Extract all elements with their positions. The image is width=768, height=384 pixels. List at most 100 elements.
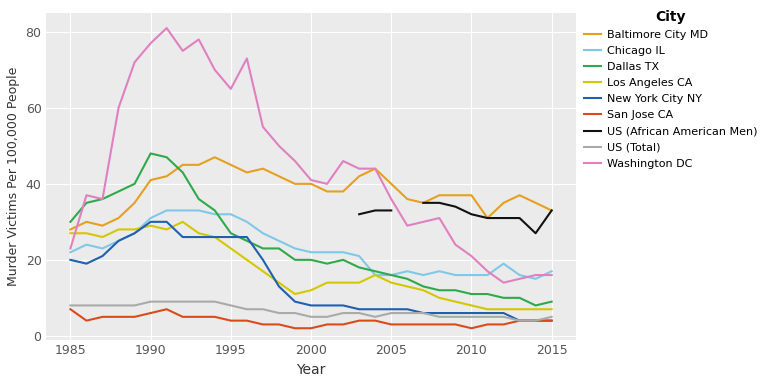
Washington DC [371, 166, 380, 171]
Washington DC [82, 193, 91, 197]
Washington DC [547, 273, 556, 277]
Washington DC [66, 246, 75, 251]
Los Angeles CA [355, 280, 364, 285]
Los Angeles CA [274, 280, 283, 285]
Los Angeles CA [467, 303, 476, 308]
Baltimore City MD [419, 200, 428, 205]
US (Total) [274, 311, 283, 315]
Los Angeles CA [419, 288, 428, 293]
Los Angeles CA [227, 246, 236, 251]
Chicago IL [371, 273, 380, 277]
Chicago IL [178, 208, 187, 213]
New York City NY [242, 235, 251, 239]
San Jose CA [435, 322, 444, 327]
Line: Los Angeles CA: Los Angeles CA [71, 222, 551, 309]
Los Angeles CA [435, 296, 444, 300]
US (Total) [435, 314, 444, 319]
Baltimore City MD [242, 170, 251, 175]
Dallas TX [130, 182, 139, 186]
Dallas TX [483, 292, 492, 296]
US (Total) [178, 300, 187, 304]
Dallas TX [499, 296, 508, 300]
Dallas TX [515, 296, 525, 300]
Dallas TX [371, 269, 380, 273]
US (Total) [66, 303, 75, 308]
Dallas TX [242, 238, 251, 243]
Los Angeles CA [499, 307, 508, 311]
US (Total) [162, 300, 171, 304]
San Jose CA [547, 318, 556, 323]
Washington DC [435, 216, 444, 220]
Chicago IL [306, 250, 316, 255]
US (Total) [227, 303, 236, 308]
Chicago IL [114, 238, 123, 243]
Dallas TX [82, 200, 91, 205]
US (Total) [258, 307, 267, 311]
Dallas TX [419, 284, 428, 289]
Los Angeles CA [547, 307, 556, 311]
Washington DC [146, 41, 155, 46]
Los Angeles CA [130, 227, 139, 232]
Dallas TX [339, 258, 348, 262]
New York City NY [483, 311, 492, 315]
Dallas TX [386, 273, 396, 277]
San Jose CA [210, 314, 220, 319]
Dallas TX [162, 155, 171, 160]
New York City NY [82, 262, 91, 266]
Los Angeles CA [515, 307, 525, 311]
Los Angeles CA [386, 280, 396, 285]
Washington DC [499, 280, 508, 285]
Baltimore City MD [130, 200, 139, 205]
US (Total) [146, 300, 155, 304]
US (Total) [130, 303, 139, 308]
San Jose CA [467, 326, 476, 331]
Washington DC [130, 60, 139, 65]
Washington DC [323, 182, 332, 186]
US (Total) [419, 311, 428, 315]
New York City NY [515, 318, 525, 323]
Dallas TX [227, 231, 236, 235]
Washington DC [467, 254, 476, 258]
Los Angeles CA [290, 292, 300, 296]
Baltimore City MD [178, 162, 187, 167]
Baltimore City MD [114, 216, 123, 220]
Chicago IL [402, 269, 412, 273]
San Jose CA [531, 318, 540, 323]
US (Total) [242, 307, 251, 311]
New York City NY [258, 258, 267, 262]
Baltimore City MD [98, 223, 107, 228]
Chicago IL [419, 273, 428, 277]
US (Total) [483, 314, 492, 319]
Los Angeles CA [178, 220, 187, 224]
US (Total) [371, 314, 380, 319]
New York City NY [371, 307, 380, 311]
Dallas TX [435, 288, 444, 293]
Washington DC [451, 242, 460, 247]
Chicago IL [242, 220, 251, 224]
Los Angeles CA [483, 307, 492, 311]
San Jose CA [146, 311, 155, 315]
Washington DC [386, 197, 396, 201]
San Jose CA [419, 322, 428, 327]
Baltimore City MD [290, 182, 300, 186]
Los Angeles CA [258, 269, 267, 273]
Dallas TX [290, 258, 300, 262]
Dallas TX [258, 246, 267, 251]
San Jose CA [242, 318, 251, 323]
New York City NY [290, 300, 300, 304]
Chicago IL [258, 231, 267, 235]
US (Total) [339, 311, 348, 315]
Washington DC [531, 273, 540, 277]
Baltimore City MD [146, 178, 155, 182]
New York City NY [323, 303, 332, 308]
San Jose CA [483, 322, 492, 327]
San Jose CA [290, 326, 300, 331]
Dallas TX [323, 262, 332, 266]
Baltimore City MD [323, 189, 332, 194]
New York City NY [306, 303, 316, 308]
Los Angeles CA [162, 227, 171, 232]
New York City NY [194, 235, 204, 239]
Chicago IL [386, 273, 396, 277]
New York City NY [162, 220, 171, 224]
San Jose CA [82, 318, 91, 323]
